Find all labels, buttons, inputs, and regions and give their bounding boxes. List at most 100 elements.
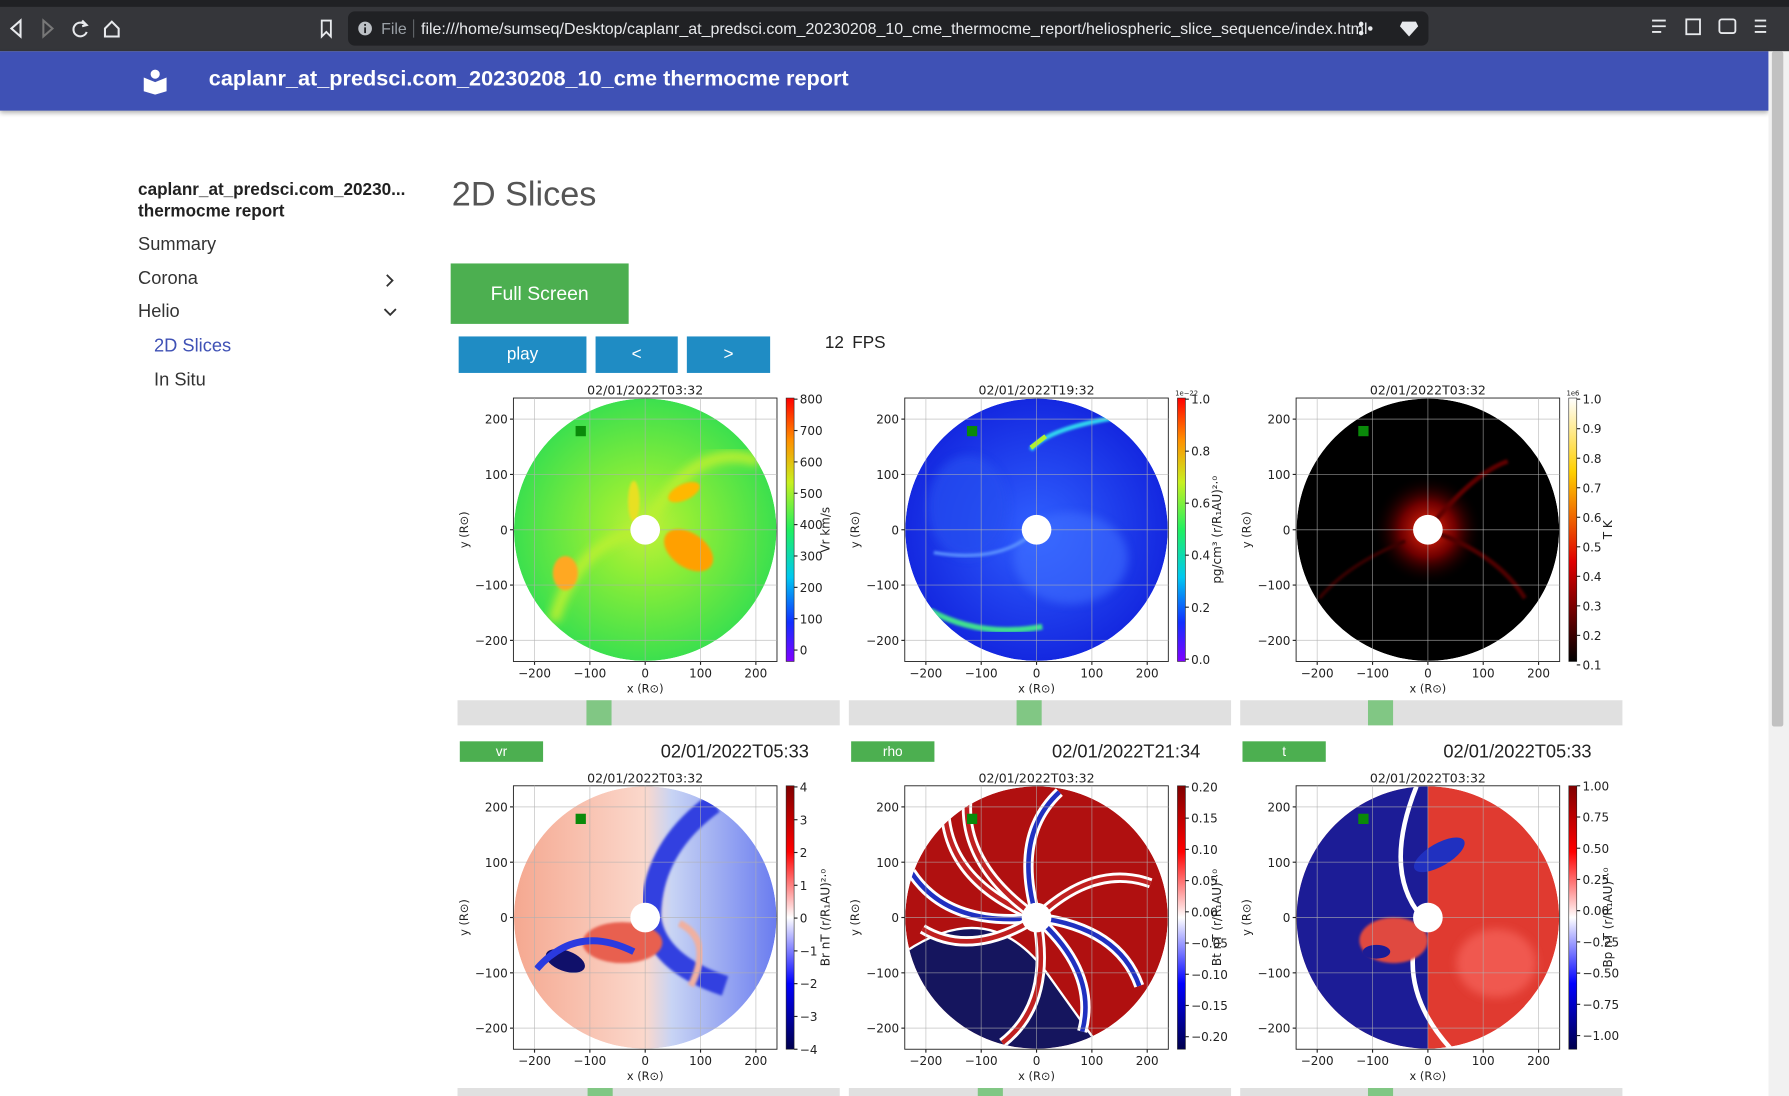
colorbar-label: Bt nT (r/R₁AU)²·⁰ [1210, 869, 1224, 966]
slider-knob[interactable] [1367, 1088, 1394, 1096]
menu[interactable] [1754, 19, 1767, 33]
frame-slider[interactable] [848, 1088, 1232, 1096]
colorbar-tick-label: 4 [800, 780, 808, 794]
structure [926, 607, 1043, 633]
reading-list[interactable] [1652, 19, 1666, 33]
colorbar-tick-label: 0.5 [1582, 540, 1601, 554]
x-tick-label: −200 [1301, 1054, 1334, 1068]
structure [677, 920, 704, 988]
prev-button[interactable]: < [595, 336, 678, 373]
wallet[interactable] [1718, 18, 1737, 34]
nav-subitem[interactable]: In Situ [154, 370, 206, 391]
x-tick-label: 200 [1527, 1054, 1550, 1068]
x-tick-label: 100 [1472, 666, 1495, 680]
earth-marker [966, 813, 978, 824]
x-tick-label: −200 [909, 1054, 942, 1068]
x-tick-label: 0 [1424, 666, 1432, 680]
scrollbar-thumb[interactable] [1771, 51, 1784, 727]
plot-title: 02/01/2022T03:32 [1370, 770, 1486, 785]
structure [921, 915, 1038, 944]
separator [413, 19, 415, 38]
variable-button[interactable] [851, 741, 935, 762]
earth-marker [575, 813, 586, 824]
shield-icon[interactable] [1399, 21, 1419, 37]
colorbar-tick-label: 1.0 [1582, 393, 1601, 407]
url-scheme: File [381, 19, 407, 38]
next-button[interactable]: > [686, 336, 771, 373]
x-axis-label: x (R⊙) [627, 681, 664, 695]
x-tick-label: −200 [1301, 666, 1334, 680]
colorbar-tick-label: 0.05 [1191, 874, 1218, 888]
inner-boundary [1413, 514, 1443, 545]
colorbar-tick-label: 3 [800, 813, 808, 827]
nav-item[interactable]: Summary [138, 234, 217, 255]
nav-item[interactable]: Helio [138, 302, 180, 322]
structure [928, 455, 1009, 559]
reload-button[interactable] [72, 19, 89, 38]
slider-knob[interactable] [587, 1088, 613, 1096]
slider-knob[interactable] [1016, 700, 1042, 726]
y-tick-label: 0 [1283, 911, 1291, 925]
y-tick-label: −200 [866, 634, 899, 648]
chevron-right[interactable] [386, 274, 394, 287]
x-tick-label: 0 [1424, 1054, 1432, 1068]
nav-item[interactable]: Corona [138, 269, 198, 289]
colorbar [1177, 785, 1186, 1050]
nav-subitem-active[interactable]: 2D Slices [154, 336, 232, 356]
colorbar-tick-label: −0.05 [1191, 937, 1228, 951]
variable-button-label: vr [496, 744, 508, 759]
slider-knob[interactable] [977, 1088, 1003, 1096]
sidebar-toggle[interactable] [1685, 18, 1701, 36]
x-tick-label: −100 [1356, 666, 1389, 680]
slider-knob[interactable] [1367, 700, 1394, 726]
variable-button[interactable] [1242, 741, 1326, 762]
frame-slider[interactable] [1240, 700, 1623, 726]
play-button[interactable]: play [458, 336, 587, 373]
colorbar-tick-label: 0.7 [1582, 481, 1601, 495]
structure [640, 451, 762, 533]
y-tick-label: 100 [876, 856, 899, 870]
inner-boundary [630, 902, 661, 933]
frame-slider[interactable] [1240, 1088, 1623, 1096]
variable-button-label: rho [883, 744, 903, 759]
home-button[interactable] [103, 20, 120, 38]
y-tick-label: −200 [475, 634, 508, 648]
slider-knob[interactable] [586, 700, 612, 726]
frame-slider[interactable] [457, 1088, 840, 1096]
colorbar [785, 785, 795, 1050]
chevron-down[interactable] [383, 308, 397, 317]
colorbar-tick-label: 0.3 [1582, 599, 1601, 613]
colorbar-label: Bp nT (r/R₁AU)²·⁰ [1601, 867, 1615, 967]
plot-title: 02/01/2022T19:32 [979, 383, 1095, 398]
x-tick-label: 100 [689, 666, 712, 680]
colorbar-tick-label: −4 [800, 1043, 818, 1057]
colorbar [785, 397, 795, 662]
bookmark-button[interactable] [320, 19, 332, 39]
back-button[interactable] [9, 18, 22, 39]
frame-slider[interactable] [457, 700, 840, 726]
variable-button[interactable] [459, 741, 544, 762]
colorbar-tick-label: 0.4 [1191, 549, 1210, 563]
colorbar-tick-label: 0.9 [1582, 422, 1601, 436]
colorbar-tick-label: −1.00 [1582, 1029, 1619, 1043]
sidebar-title: thermocme report [138, 201, 285, 222]
y-tick-label: −100 [1258, 579, 1291, 593]
full-screen-button[interactable]: Full Screen [450, 263, 629, 324]
inner-boundary [1413, 902, 1443, 933]
x-tick-label: −100 [573, 666, 606, 680]
x-tick-label: −200 [518, 666, 551, 680]
x-tick-label: −100 [965, 1054, 998, 1068]
colorbar-tick-label: 0.1 [1582, 658, 1601, 672]
tab-strip [0, 0, 1789, 7]
forward-button[interactable] [42, 18, 55, 39]
y-tick-label: −200 [866, 1022, 899, 1036]
y-tick-label: −100 [866, 579, 899, 593]
x-tick-label: 100 [1080, 1054, 1103, 1068]
structure [1035, 915, 1088, 1033]
x-tick-label: 100 [1080, 666, 1103, 680]
x-axis-label: x (R⊙) [1410, 681, 1447, 695]
y-tick-label: 100 [1268, 468, 1291, 482]
address-bar[interactable]: File file:///home/sumseq/Desktop/caplanr… [347, 11, 1429, 46]
